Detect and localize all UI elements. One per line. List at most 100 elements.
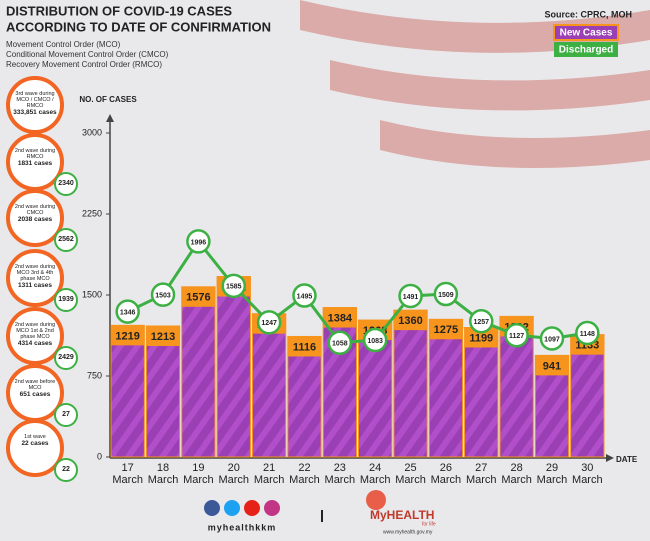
bar: [181, 286, 216, 458]
discharged-marker: [256, 310, 282, 335]
discharged-label: 1083: [367, 338, 383, 345]
discharged-marker: [539, 326, 565, 351]
y-tick-label: 0: [97, 451, 102, 461]
bar: [251, 313, 287, 458]
x-tick-label: 19 March: [183, 462, 214, 486]
wave-discharged: 1939: [54, 288, 78, 312]
discharged-label: 1257: [473, 319, 489, 326]
discharged-marker: [327, 330, 353, 355]
wave-text: 2nd wave during MCO 1st & 2nd phase MCO 4…: [11, 322, 59, 347]
wave-label: 3rd wave during MCO / CMCO / RMCO: [15, 91, 55, 109]
wave-label: 1st wave: [24, 434, 46, 440]
wave-text: 1st wave 22 cases: [11, 434, 59, 447]
discharged-marker: [575, 320, 600, 346]
wave-label: 2nd wave during MCO 1st & 2nd phase MCO: [14, 322, 56, 340]
wave-discharged: 27: [54, 403, 78, 427]
discharged-label: 1996: [191, 239, 207, 246]
wave-cases: 22 cases: [21, 440, 49, 447]
y-axis-label: NO. OF CASES: [79, 95, 137, 104]
discharged-label: 1247: [261, 320, 277, 327]
wave-circle: [6, 189, 64, 247]
discharged-label: 1491: [403, 294, 419, 301]
wave-cases: 2038 cases: [17, 216, 53, 223]
x-tick-label: 17 March: [112, 462, 143, 486]
source: Source: CPRC, MOH: [544, 9, 632, 19]
axis-arrow: [606, 454, 614, 462]
footer-handle: myhealthkkm: [208, 522, 277, 532]
x-tick-label: 24 March: [359, 462, 391, 486]
y-tick-label: 1500: [82, 289, 102, 299]
bar-cap: [464, 327, 498, 348]
wave-cases: 651 cases: [19, 391, 51, 398]
value-label: 1219: [115, 330, 139, 342]
wave-cases: 1311 cases: [18, 282, 52, 289]
y-tick-label: 3000: [82, 127, 102, 137]
subtitle: Conditional Movement Control Order (CMCO…: [6, 50, 169, 59]
axis-arrow: [106, 114, 114, 122]
value-label: 1199: [469, 332, 493, 344]
x-tick-label: 18 March: [147, 462, 179, 486]
wave-discharged: 2340: [54, 172, 78, 196]
discharged-marker: [221, 273, 246, 299]
bar: [216, 276, 251, 458]
footer-tagline: for life: [422, 521, 436, 527]
subtitle: Movement Control Order (MCO): [6, 40, 121, 49]
value-label: 1275: [434, 324, 458, 336]
x-tick-label: 27 March: [465, 462, 497, 486]
bar-cap: [393, 310, 428, 331]
wave-circle: [6, 76, 64, 134]
wave-label: 2nd wave during RMCO: [14, 148, 56, 160]
chart-title: ACCORDING TO DATE OF CONFIRMATION: [6, 19, 271, 34]
discharged-label: 1127: [509, 333, 524, 340]
discharged-marker: [433, 281, 459, 307]
x-tick-label: 30 March: [572, 462, 603, 486]
discharged-label: 1585: [226, 284, 242, 291]
discharged-marker: [398, 283, 423, 309]
x-tick-label: 21 March: [253, 462, 285, 486]
wave-label: 2nd wave during MCO 3rd & 4th phase MCO: [14, 264, 56, 282]
wave-circle: [6, 419, 64, 477]
bar: [110, 324, 145, 458]
discharged-marker: [150, 282, 176, 307]
discharged-marker: [362, 327, 388, 353]
y-tick-label: 750: [87, 370, 102, 380]
wave-cases: 4314 cases: [17, 340, 53, 347]
discharged-label: 1148: [580, 331, 595, 338]
bar-cap: [146, 325, 180, 346]
discharged-marker: [292, 283, 317, 308]
bar-cap: [535, 355, 569, 376]
legend-swatch: [554, 42, 618, 57]
wave-discharged: 2429: [54, 346, 78, 370]
x-tick-label: 23 March: [324, 462, 356, 486]
discharged-marker: [469, 308, 494, 334]
wave-circle: [6, 249, 64, 307]
bar-cap: [111, 325, 145, 346]
discharged-label: 1097: [544, 336, 560, 343]
value-label: 1360: [398, 315, 422, 327]
bar-cap: [181, 286, 216, 307]
x-axis-label: DATE: [616, 455, 638, 464]
wave-circle: [6, 307, 64, 365]
value-label: 1384: [328, 312, 353, 324]
wave-label: 2nd wave during CMCO: [14, 204, 56, 216]
bar: [428, 318, 464, 458]
bar: [287, 335, 322, 458]
discharged-label: 1503: [155, 293, 171, 300]
wave-cases: 333,851 cases: [13, 109, 57, 116]
x-tick-label: 29 March: [536, 462, 568, 486]
bar: [145, 325, 181, 458]
wave-label: 2nd wave before MCO: [14, 379, 56, 391]
discharged-label: 1346: [120, 309, 136, 316]
bar: [393, 309, 428, 458]
wave-discharged: 22: [54, 458, 78, 482]
value-label: 1213: [151, 331, 175, 343]
value-label: 941: [543, 360, 561, 372]
discharged-label: 1058: [332, 341, 348, 348]
bar: [570, 334, 605, 458]
x-tick-label: 22 March: [289, 462, 320, 486]
discharged-marker: [504, 323, 529, 348]
x-tick-label: 25 March: [395, 462, 426, 486]
value-label: 1116: [293, 341, 316, 353]
